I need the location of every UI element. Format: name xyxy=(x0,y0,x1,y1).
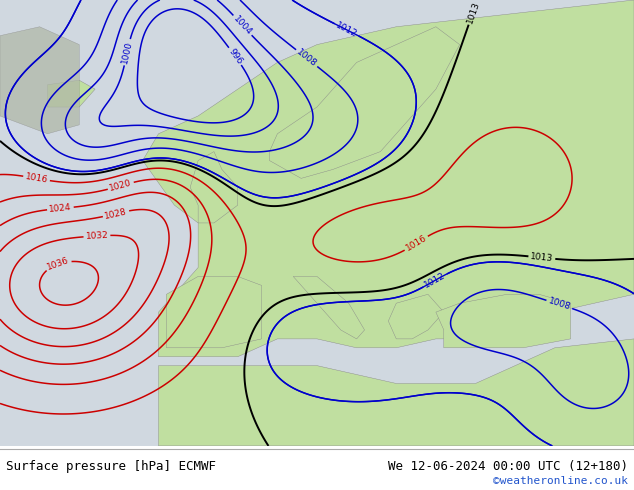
Polygon shape xyxy=(269,27,460,178)
Text: 1004: 1004 xyxy=(231,14,254,37)
Polygon shape xyxy=(0,27,79,134)
Text: 996: 996 xyxy=(226,47,244,66)
Text: 1028: 1028 xyxy=(104,207,128,220)
Text: 1012: 1012 xyxy=(334,21,359,39)
Polygon shape xyxy=(143,0,634,357)
Text: We 12-06-2024 00:00 UTC (12+180): We 12-06-2024 00:00 UTC (12+180) xyxy=(387,460,628,473)
Text: 1013: 1013 xyxy=(530,252,553,263)
Text: Surface pressure [hPa] ECMWF: Surface pressure [hPa] ECMWF xyxy=(6,460,216,473)
Text: 1008: 1008 xyxy=(547,296,572,312)
Text: 1024: 1024 xyxy=(49,203,72,214)
Polygon shape xyxy=(158,339,634,446)
Polygon shape xyxy=(166,276,261,348)
Text: 1020: 1020 xyxy=(108,178,133,193)
Text: 1016: 1016 xyxy=(25,172,49,185)
Text: 1000: 1000 xyxy=(120,40,134,64)
Polygon shape xyxy=(388,294,444,339)
Polygon shape xyxy=(48,80,95,107)
Text: 1016: 1016 xyxy=(404,234,429,253)
Polygon shape xyxy=(190,151,238,223)
Text: 1012: 1012 xyxy=(423,271,447,290)
Polygon shape xyxy=(436,294,571,348)
Text: 1036: 1036 xyxy=(46,256,70,272)
Text: 1008: 1008 xyxy=(295,48,318,69)
Text: 1032: 1032 xyxy=(85,231,108,241)
Text: ©weatheronline.co.uk: ©weatheronline.co.uk xyxy=(493,476,628,487)
Text: 1013: 1013 xyxy=(465,0,481,24)
Polygon shape xyxy=(293,276,365,339)
